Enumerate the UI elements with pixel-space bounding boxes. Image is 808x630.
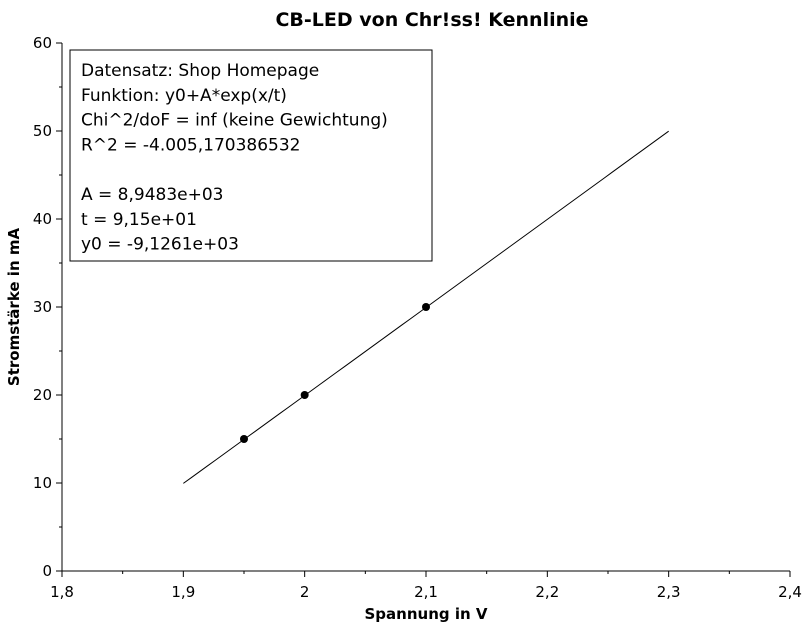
x-tick-label: 2,3 — [657, 583, 681, 601]
fit-info-line: R^2 = -4.005,170386532 — [81, 135, 300, 155]
fit-info-line: y0 = -9,1261e+03 — [81, 235, 239, 255]
y-tick-label: 20 — [33, 386, 52, 404]
y-tick-label: 30 — [33, 298, 52, 316]
x-axis-label: Spannung in V — [365, 605, 488, 623]
y-ticks: 0 10 20 30 40 50 60 — [33, 34, 62, 580]
x-tick-label: 1,9 — [171, 583, 195, 601]
x-tick-label: 2 — [300, 583, 310, 601]
y-tick-label: 10 — [33, 474, 52, 492]
data-point — [422, 303, 430, 311]
data-point — [240, 435, 248, 443]
chart-title: CB-LED von Chr!ss! Kennlinie — [275, 9, 588, 31]
x-tick-label: 2,4 — [778, 583, 802, 601]
y-tick-label: 60 — [33, 34, 52, 52]
fit-info-line: t = 9,15e+01 — [81, 210, 197, 230]
fit-info-line: Datensatz: Shop Homepage — [81, 61, 319, 81]
y-axis-label: Stromstärke in mA — [5, 228, 23, 387]
fit-info-line: A = 8,9483e+03 — [81, 185, 224, 205]
fit-info-line: Funktion: y0+A*exp(x/t) — [81, 86, 287, 106]
fit-info-box: Datensatz: Shop Homepage Funktion: y0+A*e… — [70, 50, 432, 261]
x-tick-label: 2,2 — [535, 583, 559, 601]
fit-info-line: Chi^2/doF = inf (keine Gewichtung) — [81, 111, 388, 131]
data-point — [301, 391, 309, 399]
x-tick-label: 2,1 — [414, 583, 438, 601]
y-tick-label: 40 — [33, 210, 52, 228]
x-tick-label: 1,8 — [50, 583, 74, 601]
y-tick-label: 50 — [33, 122, 52, 140]
y-tick-label: 0 — [42, 562, 52, 580]
x-ticks: 1,8 1,9 2 2,1 2,2 2,3 2,4 — [50, 571, 802, 601]
